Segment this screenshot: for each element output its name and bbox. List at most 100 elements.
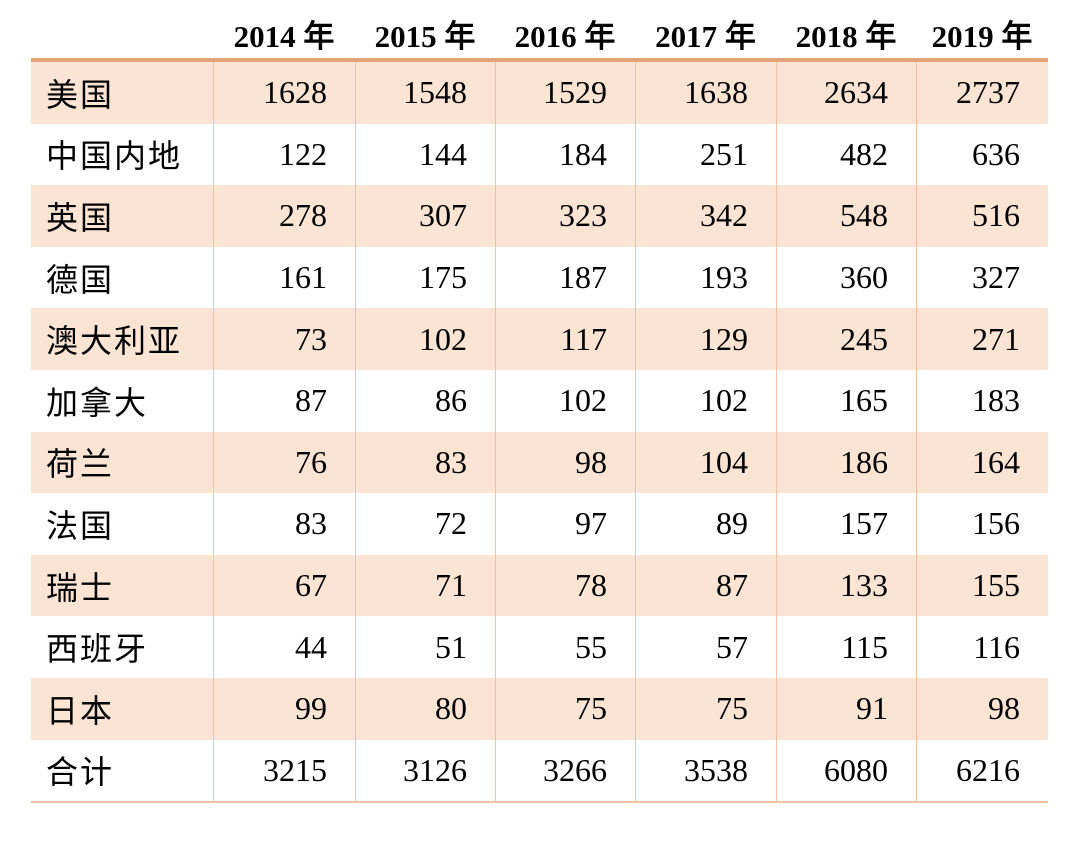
- value-cell: 83: [213, 493, 355, 555]
- value-cell: 327: [916, 246, 1048, 309]
- value-cell: 129: [635, 308, 776, 370]
- value-cell: 75: [495, 677, 635, 740]
- table-row: 法国 83 72 97 89 157 156: [31, 493, 1048, 555]
- year-header-1: 2015 年: [374, 18, 476, 54]
- value-cell: 102: [495, 369, 635, 432]
- year-header-2: 2016 年: [514, 18, 616, 54]
- year-header-3: 2017 年: [655, 18, 756, 54]
- value-cell: 1548: [355, 62, 495, 124]
- table-row: 加拿大 87 86 102 102 165 183: [31, 369, 1048, 432]
- value-cell: 67: [213, 554, 355, 617]
- row-label: 合计: [46, 754, 115, 791]
- value-cell: 71: [355, 554, 495, 617]
- value-cell: 75: [635, 677, 776, 740]
- value-cell: 55: [495, 616, 635, 678]
- value-cell: 44: [213, 616, 355, 678]
- value-cell: 2737: [916, 62, 1048, 124]
- data-table: 2014 年 2015 年 2016 年 2017 年 2018 年 2019 年 美国 1…: [31, 8, 1048, 804]
- row-label: 荷兰: [46, 446, 115, 483]
- value-cell: 516: [916, 185, 1048, 247]
- value-cell: 360: [776, 246, 916, 309]
- value-cell: 122: [213, 123, 355, 186]
- table-row: 瑞士 67 71 78 87 133 155: [31, 554, 1048, 617]
- value-cell: 155: [916, 554, 1048, 617]
- value-cell: 98: [495, 431, 635, 494]
- value-cell: 3126: [355, 739, 495, 802]
- value-cell: 323: [495, 185, 635, 247]
- value-cell: 87: [635, 554, 776, 617]
- value-cell: 83: [355, 431, 495, 494]
- value-cell: 97: [495, 493, 635, 555]
- table-row: 中国内地 122 144 184 251 482 636: [31, 123, 1048, 186]
- value-cell: 117: [495, 308, 635, 370]
- value-cell: 157: [776, 493, 916, 555]
- value-cell: 271: [916, 308, 1048, 370]
- value-cell: 1628: [213, 62, 355, 124]
- value-cell: 2634: [776, 62, 916, 124]
- value-cell: 251: [635, 123, 776, 186]
- table-row: 澳大利亚 73 102 117 129 245 271: [31, 308, 1048, 370]
- value-cell: 57: [635, 616, 776, 678]
- value-cell: 133: [776, 554, 916, 617]
- value-cell: 161: [213, 246, 355, 309]
- value-cell: 73: [213, 308, 355, 370]
- table-row: 美国 1628 1548 1529 1638 2634 2737: [31, 62, 1048, 124]
- value-cell: 51: [355, 616, 495, 678]
- value-cell: 3266: [495, 739, 635, 802]
- value-cell: 91: [776, 677, 916, 740]
- row-label: 英国: [46, 199, 115, 236]
- year-header-0: 2014 年: [233, 18, 335, 54]
- row-label: 西班牙: [46, 631, 149, 668]
- table-header-row: 2014 年 2015 年 2016 年 2017 年 2018 年 2019 年: [31, 8, 1048, 58]
- table-row: 日本 99 80 75 75 91 98: [31, 677, 1048, 740]
- value-cell: 636: [916, 123, 1048, 186]
- value-cell: 102: [355, 308, 495, 370]
- value-cell: 548: [776, 185, 916, 247]
- value-cell: 165: [776, 369, 916, 432]
- row-label: 德国: [46, 261, 115, 298]
- value-cell: 187: [495, 246, 635, 309]
- value-cell: 245: [776, 308, 916, 370]
- table-row: 英国 278 307 323 342 548 516: [31, 185, 1048, 247]
- value-cell: 72: [355, 493, 495, 555]
- value-cell: 76: [213, 431, 355, 494]
- table-row: 德国 161 175 187 193 360 327: [31, 246, 1048, 309]
- value-cell: 193: [635, 246, 776, 309]
- value-cell: 78: [495, 554, 635, 617]
- table-body: 美国 1628 1548 1529 1638 2634 2737 中国内地 122 144 184 2…: [31, 58, 1048, 804]
- value-cell: 86: [355, 369, 495, 432]
- value-cell: 1638: [635, 62, 776, 124]
- value-cell: 164: [916, 431, 1048, 494]
- value-cell: 104: [635, 431, 776, 494]
- value-cell: 87: [213, 369, 355, 432]
- value-cell: 89: [635, 493, 776, 555]
- row-label: 美国: [46, 76, 115, 113]
- table-row: 合计 3215 3126 3266 3538 6080 6216: [31, 739, 1048, 802]
- value-cell: 175: [355, 246, 495, 309]
- row-label: 法国: [46, 507, 115, 544]
- year-header-5: 2019 年: [931, 18, 1033, 54]
- value-cell: 6216: [916, 739, 1048, 802]
- value-cell: 98: [916, 677, 1048, 740]
- value-cell: 144: [355, 123, 495, 186]
- table-row: 西班牙 44 51 55 57 115 116: [31, 616, 1048, 678]
- value-cell: 307: [355, 185, 495, 247]
- value-cell: 1529: [495, 62, 635, 124]
- row-label: 澳大利亚: [46, 323, 183, 360]
- row-label: 中国内地: [46, 138, 183, 175]
- year-header-4: 2018 年: [795, 18, 897, 54]
- value-cell: 278: [213, 185, 355, 247]
- value-cell: 3215: [213, 739, 355, 802]
- table-row: 荷兰 76 83 98 104 186 164: [31, 431, 1048, 494]
- value-cell: 186: [776, 431, 916, 494]
- value-cell: 482: [776, 123, 916, 186]
- value-cell: 80: [355, 677, 495, 740]
- value-cell: 156: [916, 493, 1048, 555]
- value-cell: 342: [635, 185, 776, 247]
- value-cell: 99: [213, 677, 355, 740]
- value-cell: 183: [916, 369, 1048, 432]
- value-cell: 115: [776, 616, 916, 678]
- row-label: 瑞士: [46, 569, 115, 606]
- value-cell: 116: [916, 616, 1048, 678]
